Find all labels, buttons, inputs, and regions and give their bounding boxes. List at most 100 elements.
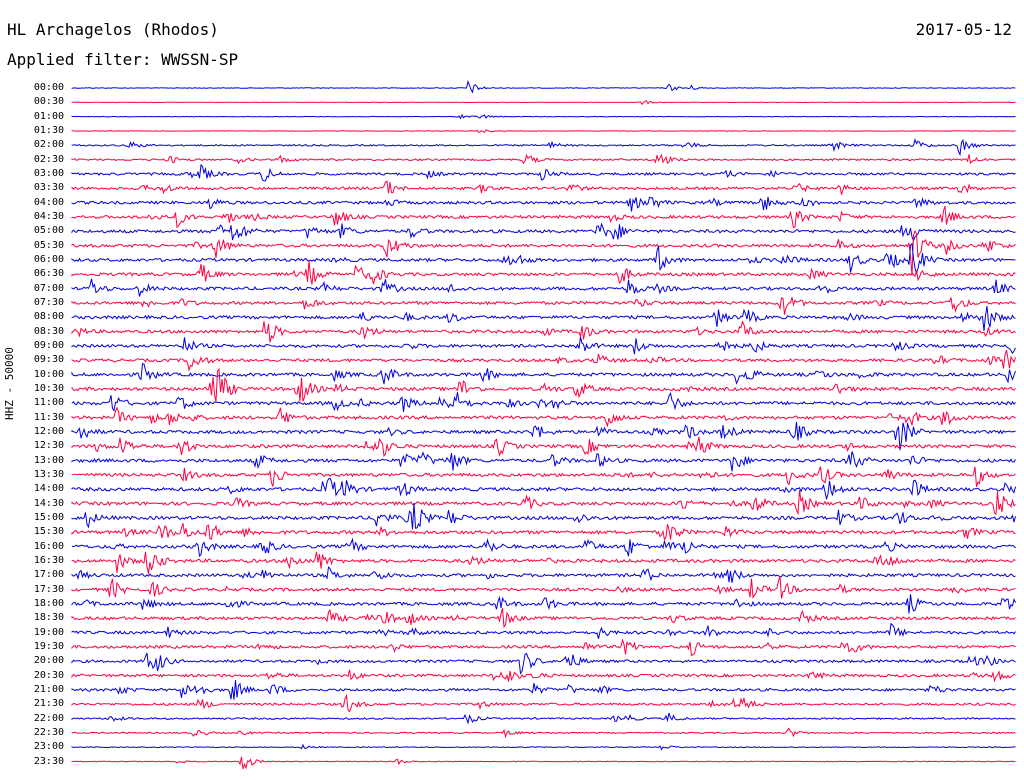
trace-line <box>71 756 1016 770</box>
trace-line <box>71 622 1016 639</box>
time-label: 22:30 <box>33 726 64 738</box>
trace-line <box>71 349 1016 372</box>
trace-line <box>71 727 1016 739</box>
trace-line <box>71 297 1016 315</box>
time-label: 10:30 <box>33 382 64 394</box>
trace-line <box>71 406 1016 428</box>
time-label: 09:30 <box>33 354 64 366</box>
trace-line <box>71 180 1016 195</box>
trace-line <box>71 163 1016 182</box>
time-label: 15:30 <box>33 526 64 538</box>
trace-line <box>71 652 1016 675</box>
trace-line <box>71 551 1016 574</box>
trace-line <box>71 336 1016 355</box>
time-label: 19:30 <box>33 640 64 652</box>
trace-line <box>71 680 1016 700</box>
trace-line <box>71 229 1016 276</box>
trace-line <box>71 566 1016 583</box>
trace-line <box>71 79 1016 94</box>
trace-line <box>71 477 1016 500</box>
time-label: 17:30 <box>33 583 64 595</box>
trace-line <box>71 712 1016 725</box>
time-label: 03:30 <box>33 182 64 194</box>
time-label: 12:00 <box>33 425 64 437</box>
time-label: 05:00 <box>33 225 64 237</box>
trace-line <box>71 421 1016 451</box>
trace-line <box>71 594 1016 614</box>
trace-line <box>71 693 1016 713</box>
trace-line <box>71 575 1016 599</box>
time-label: 03:00 <box>33 167 64 179</box>
trace-line <box>71 137 1016 157</box>
time-label: 08:00 <box>33 311 64 323</box>
time-label: 13:00 <box>33 454 64 466</box>
trace-line <box>71 306 1016 331</box>
time-label: 04:30 <box>33 210 64 222</box>
trace-line <box>71 537 1016 558</box>
time-label: 21:00 <box>33 683 64 695</box>
trace-line <box>71 608 1016 629</box>
time-label: 17:00 <box>33 569 64 581</box>
trace-line <box>71 153 1016 165</box>
time-label: 06:00 <box>33 253 64 265</box>
trace-line <box>71 206 1016 229</box>
time-label: 10:00 <box>33 368 64 380</box>
time-label: 22:00 <box>33 712 64 724</box>
time-label: 14:00 <box>33 483 64 495</box>
time-label: 19:00 <box>33 626 64 638</box>
trace-line <box>71 451 1016 472</box>
time-label: 00:00 <box>33 82 64 93</box>
trace-line <box>71 669 1016 683</box>
trace-line <box>71 436 1016 458</box>
trace-line <box>71 260 1016 285</box>
trace-line <box>71 320 1016 343</box>
trace-line <box>71 466 1016 487</box>
time-label: 02:00 <box>33 139 64 151</box>
station-title: HL Archagelos (Rhodos) <box>7 20 219 39</box>
time-label: 07:30 <box>33 296 64 308</box>
trace-line <box>71 638 1016 657</box>
time-label: 11:00 <box>33 397 64 409</box>
trace-line <box>71 129 1016 134</box>
trace-line <box>71 363 1016 385</box>
time-label: 04:00 <box>33 196 64 208</box>
time-label: 23:30 <box>33 755 64 767</box>
trace-line <box>71 523 1016 542</box>
time-label: 09:00 <box>33 339 64 351</box>
trace-line <box>71 242 1016 276</box>
trace-line <box>71 113 1016 120</box>
time-label: 01:00 <box>33 110 64 122</box>
trace-line <box>71 367 1016 402</box>
trace-line <box>71 222 1016 243</box>
time-label: 12:30 <box>33 440 64 452</box>
trace-line <box>71 100 1016 106</box>
time-label: 16:00 <box>33 540 64 552</box>
time-label: 14:30 <box>33 497 64 509</box>
time-label: 16:30 <box>33 554 64 566</box>
time-label: 13:30 <box>33 468 64 480</box>
time-label: 20:00 <box>33 655 64 667</box>
trace-line <box>71 743 1016 751</box>
time-label: 11:30 <box>33 411 64 423</box>
trace-line <box>71 392 1016 412</box>
time-label: 21:30 <box>33 698 64 710</box>
time-label: 18:00 <box>33 597 64 609</box>
time-label: 15:00 <box>33 511 64 523</box>
time-label: 08:30 <box>33 325 64 337</box>
time-label: 02:30 <box>33 153 64 165</box>
time-label: 01:30 <box>33 124 64 136</box>
time-label: 18:30 <box>33 612 64 624</box>
date-label: 2017-05-12 <box>915 20 1012 39</box>
filter-label: Applied filter: WWSSN-SP <box>7 50 239 69</box>
time-label: 00:30 <box>33 96 64 108</box>
time-label: 06:30 <box>33 268 64 280</box>
trace-line <box>71 490 1016 516</box>
time-label: 05:30 <box>33 239 64 251</box>
trace-line <box>71 196 1016 212</box>
time-label: 07:00 <box>33 282 64 294</box>
time-label: 23:00 <box>33 741 64 753</box>
trace-line <box>71 278 1016 297</box>
trace-line <box>71 502 1016 530</box>
